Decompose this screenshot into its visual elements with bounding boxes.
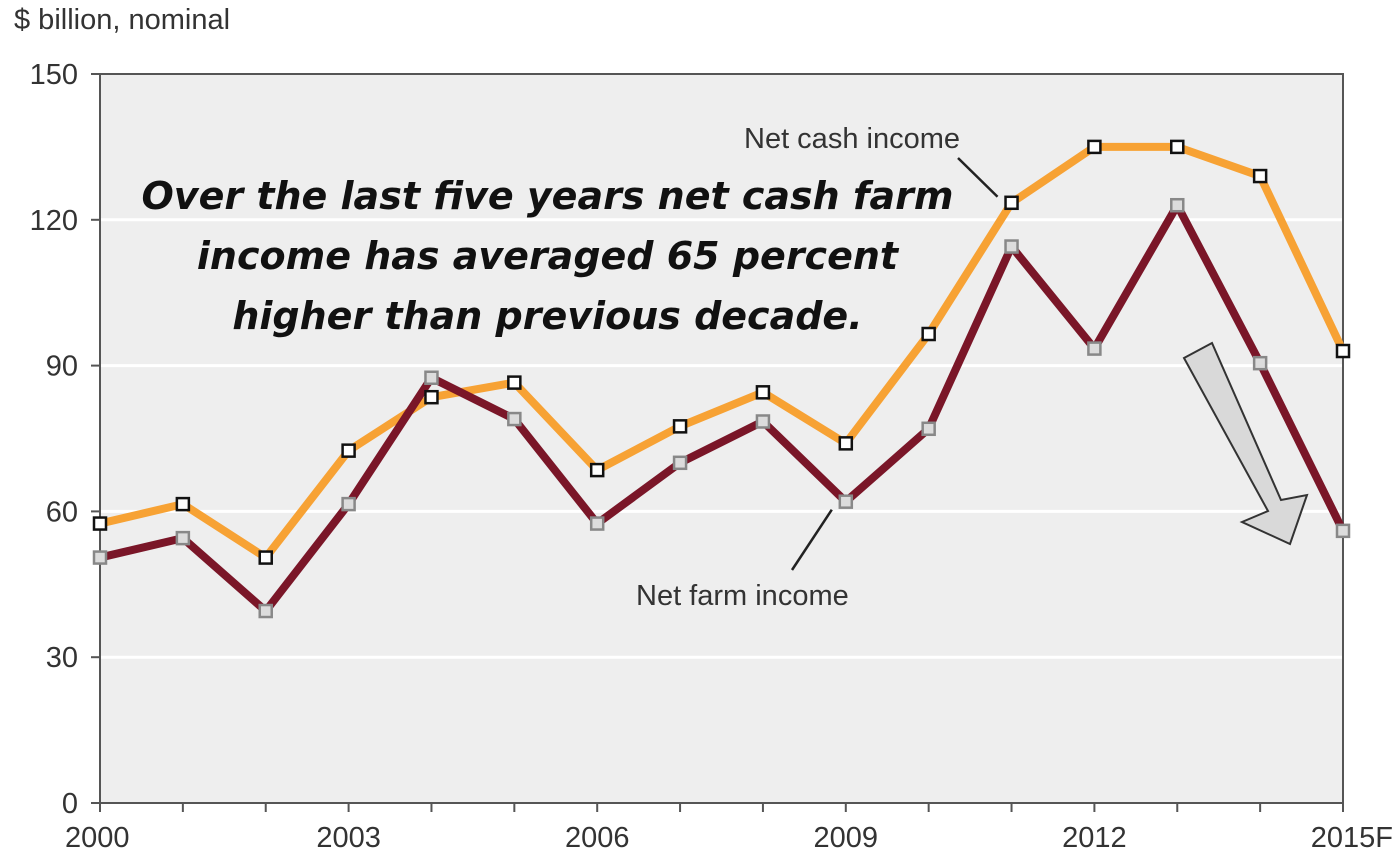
data-point-marker-net-farm-income — [1335, 523, 1351, 539]
data-point-marker-net-farm-income — [1087, 341, 1102, 356]
series-line-net-cash-income — [96, 142, 1347, 562]
y-tick-label: 90 — [46, 351, 78, 383]
data-point-marker-net-cash-income — [258, 550, 273, 565]
y-tick-label: 60 — [46, 496, 78, 528]
data-point-marker-net-farm-income — [1004, 239, 1019, 254]
y-tick-label: 30 — [46, 642, 78, 674]
data-point-marker-net-farm-income — [424, 370, 439, 385]
data-point-marker-net-farm-income — [341, 496, 356, 512]
data-point-marker-net-cash-income — [838, 436, 854, 451]
data-point-marker-net-farm-income — [755, 414, 771, 429]
data-point-marker-net-farm-income — [589, 516, 605, 531]
series-line-net-farm-income — [96, 201, 1347, 616]
y-axis-unit-label: $ billion, nominal — [14, 4, 231, 36]
data-point-marker-net-cash-income — [424, 389, 439, 405]
data-point-marker-net-cash-income — [92, 516, 108, 531]
data-point-marker-net-farm-income — [507, 411, 522, 427]
x-tick-label: 2009 — [814, 822, 879, 854]
data-point-marker-net-cash-income — [341, 443, 356, 458]
x-tick-label: 2015F — [1311, 822, 1393, 854]
data-point-marker-net-cash-income — [921, 326, 936, 342]
data-point-marker-net-farm-income — [175, 530, 191, 546]
x-tick-label: 2003 — [316, 822, 381, 854]
data-point-marker-net-farm-income — [258, 603, 273, 619]
leader-line-net-farm-income — [790, 508, 833, 571]
data-point-marker-net-farm-income — [1170, 197, 1185, 213]
data-point-marker-net-cash-income — [1087, 139, 1102, 155]
y-tick-label: 150 — [30, 59, 78, 91]
data-point-marker-net-farm-income — [672, 455, 688, 471]
data-point-marker-net-cash-income — [1170, 139, 1185, 155]
data-point-marker-net-farm-income — [92, 550, 108, 565]
data-point-marker-net-cash-income — [589, 462, 605, 478]
y-tick-label: 120 — [30, 205, 78, 237]
x-tick-label: 2006 — [565, 822, 630, 854]
callout-line-2: income has averaged 65 percent — [196, 234, 899, 278]
decline-arrow-icon — [1182, 341, 1309, 546]
data-point-marker-net-farm-income — [838, 494, 854, 509]
data-point-marker-net-farm-income — [921, 421, 936, 437]
data-point-marker-net-cash-income — [672, 419, 688, 434]
x-tick-label: 2000 — [65, 822, 130, 854]
series-label-net-cash-income: Net cash income — [744, 123, 960, 155]
data-point-marker-net-farm-income — [1252, 355, 1268, 371]
data-point-marker-net-cash-income — [1335, 343, 1351, 359]
data-point-marker-net-cash-income — [1004, 195, 1019, 211]
callout-annotation: Over the last five years net cash farm i… — [100, 166, 995, 346]
leader-line-net-cash-income — [957, 157, 999, 198]
callout-line-1: Over the last five years net cash farm — [141, 174, 954, 218]
plot-frame — [99, 73, 1344, 804]
data-point-marker-net-cash-income — [175, 496, 191, 512]
y-tick-label: 0 — [62, 788, 78, 820]
data-point-marker-net-cash-income — [1252, 168, 1268, 184]
series-label-net-farm-income: Net farm income — [636, 580, 849, 612]
x-tick-label: 2012 — [1062, 822, 1127, 854]
callout-line-3: higher than previous decade. — [232, 294, 863, 338]
data-point-marker-net-cash-income — [507, 375, 522, 390]
data-point-marker-net-cash-income — [755, 385, 771, 400]
